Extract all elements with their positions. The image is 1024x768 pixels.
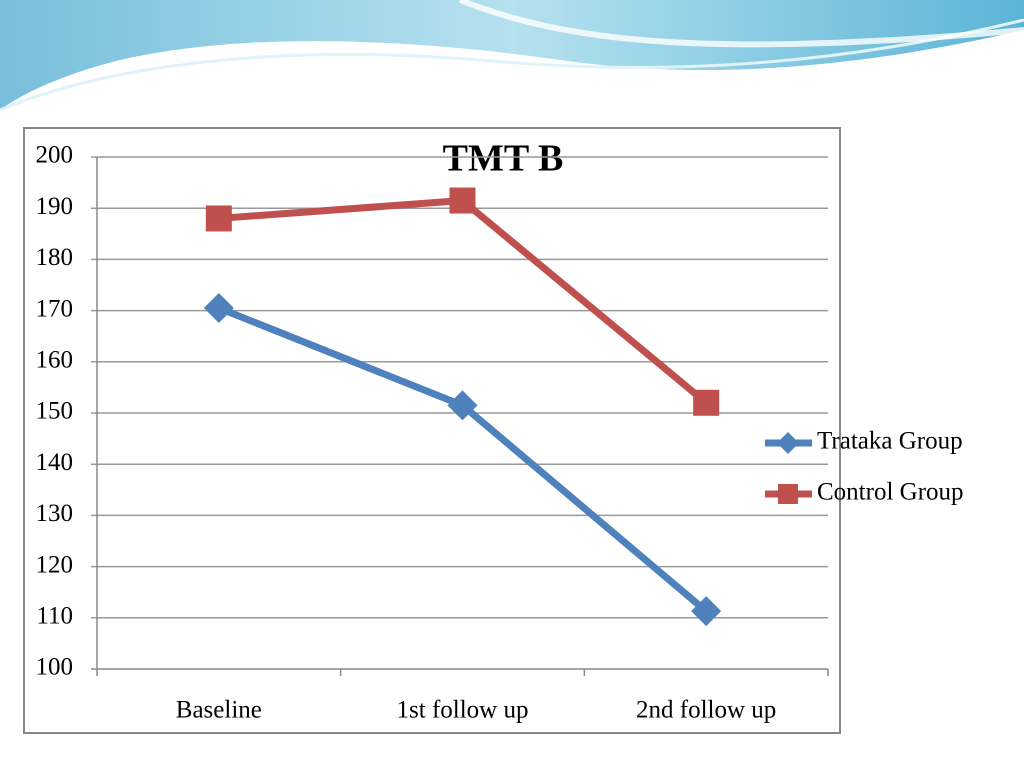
marker	[203, 293, 234, 324]
x-tick-label: Baseline	[176, 697, 262, 724]
chart-title: TMT B	[443, 138, 564, 180]
y-tick-label: 120	[36, 551, 74, 578]
y-tick-label: 160	[36, 347, 74, 374]
legend-marker	[777, 432, 799, 454]
y-tick-label: 110	[36, 603, 73, 630]
y-tick-label: 180	[36, 244, 74, 271]
marker	[205, 205, 232, 232]
marker	[691, 596, 722, 627]
y-tick-label: 200	[36, 142, 74, 169]
x-tick-label: 2nd follow up	[636, 697, 776, 724]
header-wave-line	[0, 18, 1024, 112]
y-tick-label: 150	[36, 398, 74, 425]
x-tick-label: 1st follow up	[397, 697, 529, 724]
y-tick-label: 130	[36, 500, 74, 527]
chart-frame	[23, 127, 841, 734]
marker	[447, 390, 478, 421]
marker	[449, 187, 476, 214]
y-tick-label: 140	[36, 449, 74, 476]
header-wave-line	[458, 0, 1024, 48]
y-tick-label: 190	[36, 193, 74, 220]
header-wave	[0, 0, 1024, 110]
legend-label: Control Group	[817, 479, 964, 506]
y-tick-label: 100	[36, 654, 74, 681]
legend-label: Trataka Group	[817, 428, 963, 455]
legend-marker	[778, 484, 798, 504]
y-tick-label: 170	[36, 295, 74, 322]
marker	[693, 389, 720, 416]
